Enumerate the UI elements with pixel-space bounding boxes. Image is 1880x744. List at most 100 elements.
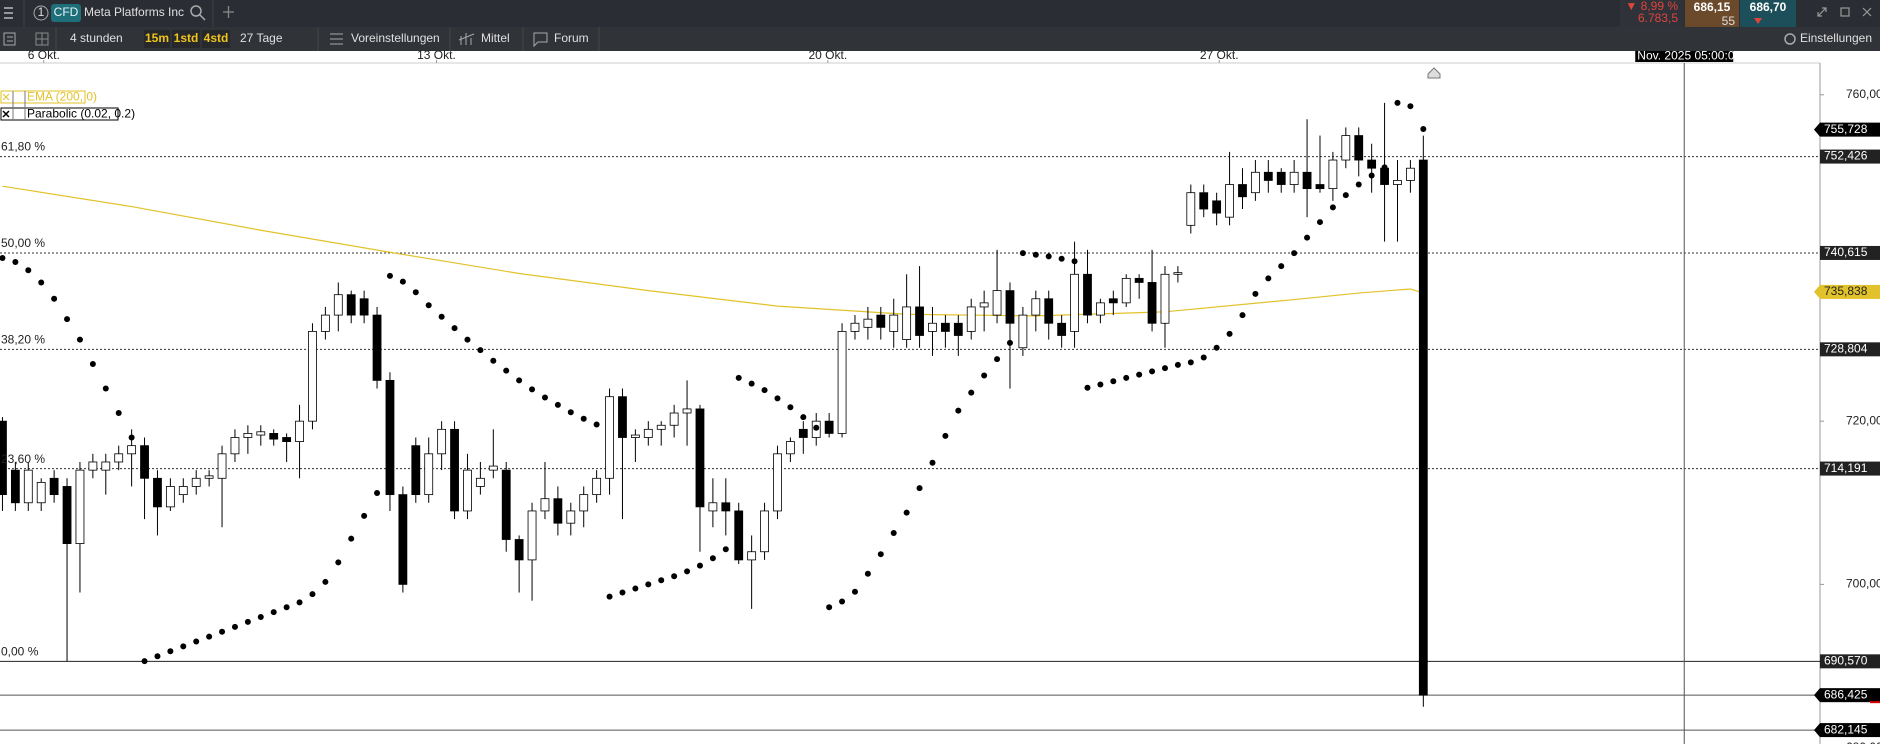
candle-body xyxy=(527,510,537,561)
search-icon[interactable] xyxy=(190,5,206,21)
fib-label: 50,00 % xyxy=(1,236,45,250)
candle-body xyxy=(824,420,834,434)
instrument-number: 1 xyxy=(38,5,45,19)
instrument-name[interactable]: Meta Platforms Inc xyxy=(84,5,184,19)
quick-button[interactable] xyxy=(202,30,230,48)
psar-dot xyxy=(1019,250,1026,257)
candle-body xyxy=(75,469,85,544)
candle-body xyxy=(1057,322,1067,336)
psar-dot xyxy=(25,267,32,274)
candle-body xyxy=(127,445,137,455)
candle-body xyxy=(191,477,201,487)
average-button[interactable]: Mittel xyxy=(481,31,510,45)
candle-body xyxy=(1302,171,1312,190)
psar-dot xyxy=(399,278,406,285)
psar-dot xyxy=(89,361,96,368)
crosshair-label: 2 Nov. 2025 05:00:00 xyxy=(1627,49,1741,63)
psar-dot xyxy=(774,395,781,402)
psar-dot xyxy=(503,367,510,374)
candle-body xyxy=(850,322,860,332)
candle-body xyxy=(1031,298,1041,316)
candle-body xyxy=(1406,167,1415,181)
crosshair-label-box xyxy=(1635,51,1734,62)
candle-body xyxy=(88,461,98,471)
price-tag-box xyxy=(1820,284,1880,299)
settings-button[interactable]: Einstellungen xyxy=(1800,31,1872,45)
candle-body xyxy=(320,314,330,332)
ema-line xyxy=(2,185,1424,317)
psar-dot xyxy=(709,555,716,562)
psar-dot xyxy=(671,573,678,580)
close-icon[interactable] xyxy=(2,110,10,118)
psar-dot xyxy=(296,599,303,606)
forum-button[interactable]: Forum xyxy=(554,31,589,45)
candle-body xyxy=(902,306,912,340)
candle-body xyxy=(1225,184,1234,218)
layout-icon[interactable] xyxy=(35,32,49,46)
psar-dot xyxy=(554,401,561,408)
psar-legend-box[interactable] xyxy=(0,107,119,121)
y-tick-label: 700,000 xyxy=(1846,577,1880,591)
candle-body xyxy=(579,494,589,512)
cfd-badge xyxy=(51,4,81,22)
candle-body xyxy=(217,453,227,479)
psar-dot xyxy=(1316,219,1323,226)
range[interactable]: 27 Tage xyxy=(240,31,283,45)
candle-body xyxy=(1005,290,1015,324)
candle-body xyxy=(1354,135,1364,161)
ema-legend-box[interactable] xyxy=(0,90,86,104)
home-marker[interactable] xyxy=(1427,67,1441,79)
psar-dot xyxy=(1226,330,1233,337)
bid-box[interactable] xyxy=(1685,0,1739,27)
psar-dot xyxy=(813,424,820,431)
psar-dot xyxy=(115,410,122,417)
psar-dot xyxy=(684,568,691,575)
candle-body xyxy=(49,477,59,496)
candle-body xyxy=(1328,159,1338,190)
x-tick-label: 6 Okt. xyxy=(28,48,60,62)
psar-dot xyxy=(606,593,613,600)
quick-button[interactable] xyxy=(172,30,200,48)
quick-label: 4std xyxy=(204,31,229,45)
candle-body xyxy=(463,469,472,512)
candle-body xyxy=(992,290,1002,316)
psar-dot xyxy=(1161,365,1168,372)
psar-dot xyxy=(1213,344,1220,351)
fib-price-tag: 728,804 xyxy=(1824,342,1868,356)
add-tab[interactable] xyxy=(223,6,234,18)
candle-body xyxy=(630,434,640,438)
psar-dot xyxy=(1239,312,1246,319)
psar-dot xyxy=(942,432,949,439)
psar-dot xyxy=(593,421,600,428)
candle-body xyxy=(566,510,576,524)
psar-dot xyxy=(270,609,277,616)
settings-icon xyxy=(1784,33,1796,45)
candle-body xyxy=(747,551,757,561)
candle-body xyxy=(837,331,847,434)
psar-dot xyxy=(696,562,703,569)
candle-body xyxy=(411,445,421,496)
candle-body xyxy=(1393,180,1402,185)
list-icon[interactable] xyxy=(3,32,16,46)
psar-dot xyxy=(567,409,574,416)
price-tag-pointer xyxy=(1814,723,1820,738)
psar-dot xyxy=(839,598,846,605)
candle-body xyxy=(346,294,356,316)
psar-dot xyxy=(451,325,458,332)
window-controls[interactable] xyxy=(1817,7,1872,17)
presets-button[interactable]: Voreinstellungen xyxy=(351,31,440,45)
candle-body xyxy=(785,441,795,455)
y-tick-label: 720,000 xyxy=(1846,413,1880,427)
menu-icon[interactable] xyxy=(4,7,13,19)
interval[interactable]: 4 stunden xyxy=(70,31,123,45)
ask-box[interactable] xyxy=(1740,0,1796,27)
close-icon[interactable] xyxy=(2,93,10,101)
candle-body xyxy=(1147,282,1157,324)
ema-legend: EMA (200, 0) xyxy=(27,90,97,104)
instrument-number-circle xyxy=(33,5,49,21)
candle-body xyxy=(708,502,718,512)
quick-button[interactable] xyxy=(144,30,170,48)
candle-body xyxy=(656,424,666,430)
psar-dot xyxy=(1355,181,1362,188)
psar-dot xyxy=(348,535,355,542)
